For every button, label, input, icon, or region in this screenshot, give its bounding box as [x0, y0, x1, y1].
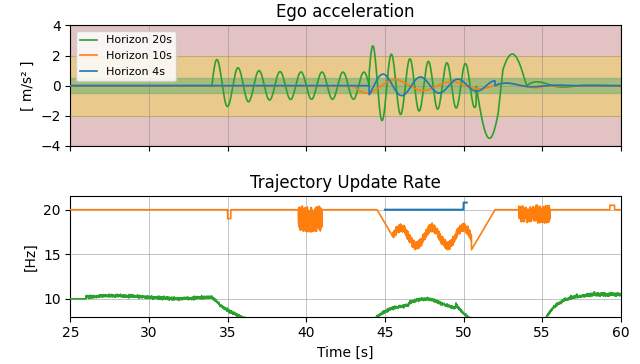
Horizon 10s — [326, 83, 334, 88]
Legend: Horizon 20s, Horizon 10s, Horizon 4s: Horizon 20s, Horizon 10s, Horizon 4s — [76, 31, 177, 81]
Horizon 4s — [398, 94, 406, 98]
Horizon 20s — [575, 83, 582, 88]
Horizon 20s — [67, 83, 74, 88]
Line: Horizon 10s: Horizon 10s — [70, 80, 621, 93]
Bar — [70, 25, 621, 146]
Horizon 4s — [266, 83, 273, 88]
Bar — [70, 78, 621, 93]
Horizon 4s — [326, 83, 334, 88]
Horizon 10s — [67, 83, 74, 88]
Horizon 4s — [575, 83, 582, 88]
Horizon 4s — [380, 72, 387, 76]
Y-axis label: [ m/s² ]: [ m/s² ] — [20, 60, 35, 111]
Horizon 4s — [181, 83, 189, 88]
Title: Ego acceleration: Ego acceleration — [276, 3, 415, 21]
Horizon 10s — [617, 83, 625, 88]
Horizon 10s — [363, 91, 371, 95]
Horizon 20s — [266, 98, 273, 102]
Horizon 20s — [486, 136, 493, 141]
Line: Horizon 4s: Horizon 4s — [70, 74, 621, 96]
Y-axis label: [Hz]: [Hz] — [24, 242, 38, 271]
Bar — [70, 56, 621, 116]
Title: Trajectory Update Rate: Trajectory Update Rate — [250, 174, 441, 192]
Horizon 4s — [617, 83, 625, 88]
Horizon 20s — [617, 84, 625, 88]
Horizon 10s — [394, 78, 401, 82]
Horizon 4s — [393, 91, 401, 95]
Horizon 10s — [181, 83, 189, 88]
Horizon 20s — [417, 107, 424, 111]
Horizon 4s — [417, 75, 424, 79]
Horizon 10s — [417, 88, 424, 92]
Horizon 20s — [369, 44, 376, 48]
Horizon 20s — [181, 83, 189, 88]
Horizon 20s — [326, 94, 334, 98]
Horizon 10s — [575, 83, 582, 88]
Horizon 4s — [67, 83, 74, 88]
Horizon 20s — [393, 94, 401, 98]
X-axis label: Time [s]: Time [s] — [317, 346, 374, 360]
Horizon 10s — [391, 78, 399, 82]
Line: Horizon 20s: Horizon 20s — [70, 46, 621, 138]
Horizon 10s — [266, 83, 273, 88]
